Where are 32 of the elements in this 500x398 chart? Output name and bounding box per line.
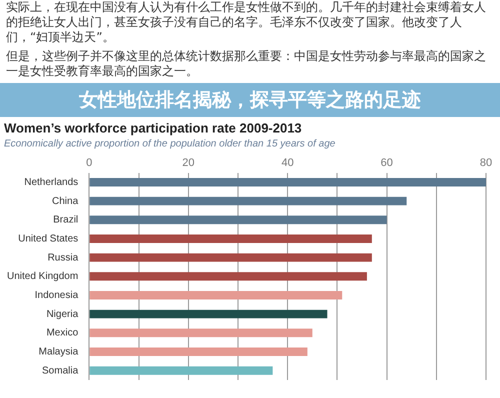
y-tick-label: Malaysia [38,346,79,358]
text: 女性地位排名揭秘，探寻平等之路的足迹 [0,83,500,117]
bar [90,328,312,338]
y-tick-label: Indonesia [34,290,79,301]
y-tick-label: Nigeria [46,308,79,320]
text: 实际上，在现在中国没有人认为有什么工作是女性做不到的。几千年的封建社会束缚着女人的拒绝让女人出门，甚至女孩子没有自己的名字。毛泽东不仅改变了国家。他改变了人们，“妇顶半边天”。 [6,0,487,45]
bar [90,291,342,300]
x-tick-label: 40 [281,157,294,170]
bar [90,178,486,186]
y-tick-label: China [52,196,79,207]
x-tick-label: 80 [480,157,492,170]
bar [90,196,407,206]
bar [90,234,372,243]
bar [90,310,328,318]
y-tick-label: Mexico [46,328,79,339]
chart-subtitle: Economically active proportion of the population older than 15 years of age [4,138,336,150]
x-tick-label: 0 [86,157,92,170]
y-tick-label: United Kingdom [6,271,78,282]
bar [90,348,308,356]
chart-title: Women’s workforce participation rate 2009-2013 [4,120,302,136]
bar [90,366,273,375]
y-tick-label: Brazil [53,214,78,226]
bar [90,216,387,224]
text: 但是，这些例子并不像这里的总体统计数据那么重要：中国是女性劳动参与率最高的国家之一是女性受教育率最高的国家之一。 [6,49,487,79]
y-tick-label: Netherlands [24,176,78,188]
y-tick-label: United States [18,233,78,244]
x-tick-label: 20 [182,157,194,170]
y-tick-label: Somalia [42,365,79,376]
x-tick-label: 60 [380,157,393,170]
bar [90,253,372,262]
y-tick-label: Russia [48,252,79,264]
bar [90,272,367,281]
